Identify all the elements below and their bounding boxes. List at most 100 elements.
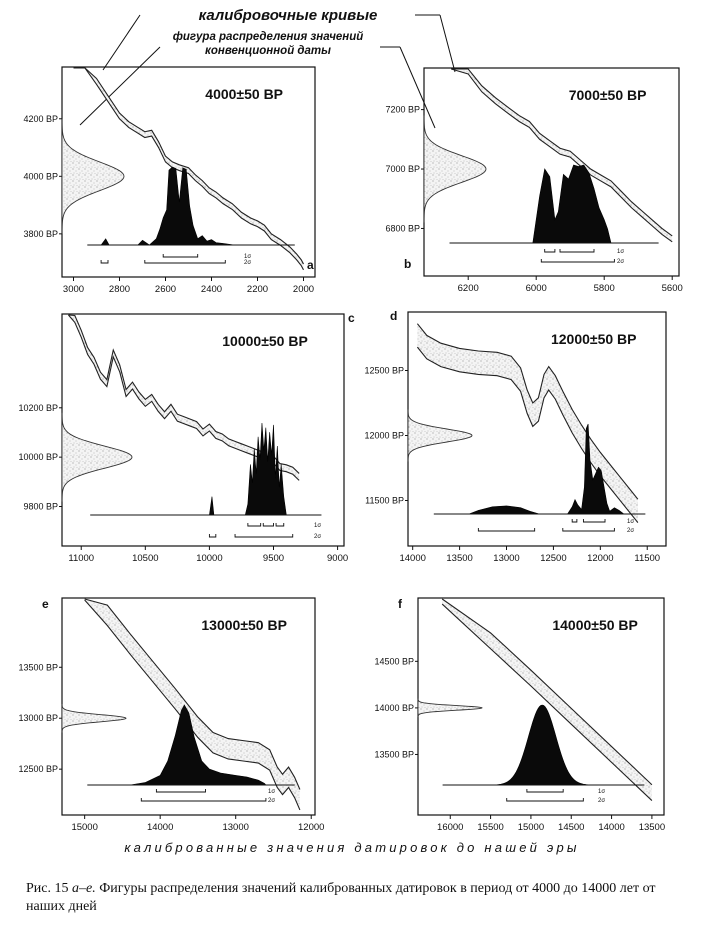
calibration-curve-upper-e <box>84 598 301 790</box>
panel-title-b: 7000±50 BP <box>569 87 647 103</box>
x-tick-label: 13000 <box>493 553 519 564</box>
x-tick-label: 5800 <box>594 283 615 294</box>
calibration-curve-lower-e <box>84 599 301 811</box>
x-tick-label: 11500 <box>634 553 660 564</box>
calibrated-distribution-f <box>492 704 592 786</box>
y-tick-label: 7200 BP <box>385 105 420 115</box>
two-sigma-range-b <box>540 259 615 263</box>
one-sigma-range-b <box>544 249 556 253</box>
label-distribution-line2: конвенционной даты <box>205 45 331 57</box>
label-calibration-curves: калибровочные кривые <box>199 7 378 24</box>
x-tick-label: 10000 <box>196 553 222 564</box>
two-sigma-label: 2σ <box>314 534 321 540</box>
x-tick-label: 15000 <box>71 822 97 833</box>
x-tick-label: 3000 <box>63 284 84 295</box>
panel-letter-d: d <box>390 309 397 323</box>
x-tick-label: 15000 <box>518 822 544 833</box>
pointer-curves-b <box>439 14 456 73</box>
y-tick-label: 14000 BP <box>374 703 414 713</box>
calibration-curve-lower-b <box>451 68 673 243</box>
y-tick-label: 12000 BP <box>364 431 404 441</box>
panel-title-c: 10000±50 BP <box>222 333 308 349</box>
x-tick-label: 5600 <box>662 283 683 294</box>
caption-prefix: Рис. 15 <box>26 881 72 896</box>
x-tick-label: 13000 <box>222 822 248 833</box>
panel-title-e: 13000±50 BP <box>201 617 287 633</box>
calibrated-distribution-b <box>532 164 612 244</box>
two-sigma-label: 2σ <box>598 798 605 804</box>
one-sigma-label: 1σ <box>627 519 634 525</box>
y-tick-label: 12500 BP <box>364 366 404 376</box>
calibrated-distribution-d <box>468 423 625 515</box>
one-sigma-range-d <box>571 519 578 523</box>
panel-title-f: 14000±50 BP <box>552 617 638 633</box>
caption-text: Фигуры распределения значений калиброван… <box>26 881 656 914</box>
label-distribution-line1: фигура распределения значений <box>173 31 364 43</box>
calibration-band-a <box>73 68 304 270</box>
caption-letters: а–е. <box>72 881 96 896</box>
y-tick-label: 10000 BP <box>18 452 58 462</box>
y-tick-label: 13500 BP <box>374 749 414 759</box>
pointer-lines <box>79 14 456 129</box>
one-sigma-range-a <box>162 254 199 258</box>
one-sigma-range-e <box>155 789 206 793</box>
x-tick-label: 14000 <box>399 553 425 564</box>
calibration-curve-upper-f <box>441 598 653 786</box>
x-tick-label: 9000 <box>327 553 348 564</box>
x-tick-label: 14500 <box>558 822 584 833</box>
conventional-date-distribution-b <box>423 115 487 223</box>
y-tick-label: 7000 BP <box>385 164 420 174</box>
x-tick-label: 13500 <box>639 822 665 833</box>
two-sigma-label: 2σ <box>627 528 634 534</box>
x-tick-label: 2600 <box>155 284 176 295</box>
calibration-curve-upper-a <box>73 67 304 265</box>
x-tick-label: 9500 <box>263 553 284 564</box>
panel-letter-f: f <box>398 597 403 611</box>
one-sigma-label: 1σ <box>268 789 275 795</box>
one-sigma-label: 1σ <box>598 789 605 795</box>
x-tick-label: 6200 <box>458 283 479 294</box>
calibrated-axis-label: калиброванные значения датировок до наше… <box>124 840 579 855</box>
two-sigma-range-c <box>208 534 217 538</box>
y-tick-label: 6800 BP <box>385 223 420 233</box>
calibrated-distribution-c <box>190 422 287 516</box>
calibration-curve-lower-f <box>441 603 653 801</box>
two-sigma-range-a <box>144 260 226 264</box>
y-tick-label: 11500 BP <box>365 496 404 506</box>
one-sigma-label: 1σ <box>244 254 251 260</box>
panel-a: 3000 2800 2600 2400 2200 2000 4200 BP 4000 BP 38… <box>23 66 316 295</box>
y-tick-label: 10200 BP <box>18 403 58 413</box>
one-sigma-range-c <box>262 523 274 527</box>
two-sigma-range-c <box>234 534 294 538</box>
two-sigma-label: 2σ <box>617 259 624 265</box>
one-sigma-range-d <box>582 519 606 523</box>
x-tick-label: 16000 <box>437 822 463 833</box>
y-tick-label: 12500 BP <box>18 764 58 774</box>
two-sigma-label: 2σ <box>268 798 275 804</box>
panel-d: 14000 13500 13000 12500 12000 11500 12500 BP 12… <box>364 309 667 564</box>
calibration-band-e <box>84 599 300 810</box>
one-sigma-range-f <box>526 789 564 793</box>
conventional-date-distribution-a <box>61 118 125 234</box>
x-tick-label: 2800 <box>109 284 130 295</box>
pointer-curves-a <box>102 14 141 71</box>
panel-letter-e: e <box>42 597 49 611</box>
y-tick-label: 13500 BP <box>18 662 58 672</box>
x-tick-label: 12000 <box>587 553 613 564</box>
two-sigma-range-e <box>140 798 267 802</box>
panel-title-a: 4000±50 BP <box>205 86 283 102</box>
calibrated-distribution-a <box>96 166 235 246</box>
calibration-curve-lower-d <box>416 346 639 523</box>
panel-letter-a: a <box>307 258 314 272</box>
x-tick-label: 12500 <box>540 553 566 564</box>
two-sigma-range-a <box>100 260 109 264</box>
one-sigma-range-c <box>275 523 285 527</box>
calibrated-distribution-e <box>129 704 267 786</box>
x-tick-label: 2400 <box>201 284 222 295</box>
panel-b: 6200 6000 5800 5600 7200 BP 7000 BP 6800 BP 1σ 2… <box>385 67 683 294</box>
calibration-curve-lower-a <box>73 67 304 271</box>
x-tick-label: 14000 <box>598 822 624 833</box>
x-tick-label: 2200 <box>247 284 268 295</box>
one-sigma-label: 1σ <box>314 523 321 529</box>
